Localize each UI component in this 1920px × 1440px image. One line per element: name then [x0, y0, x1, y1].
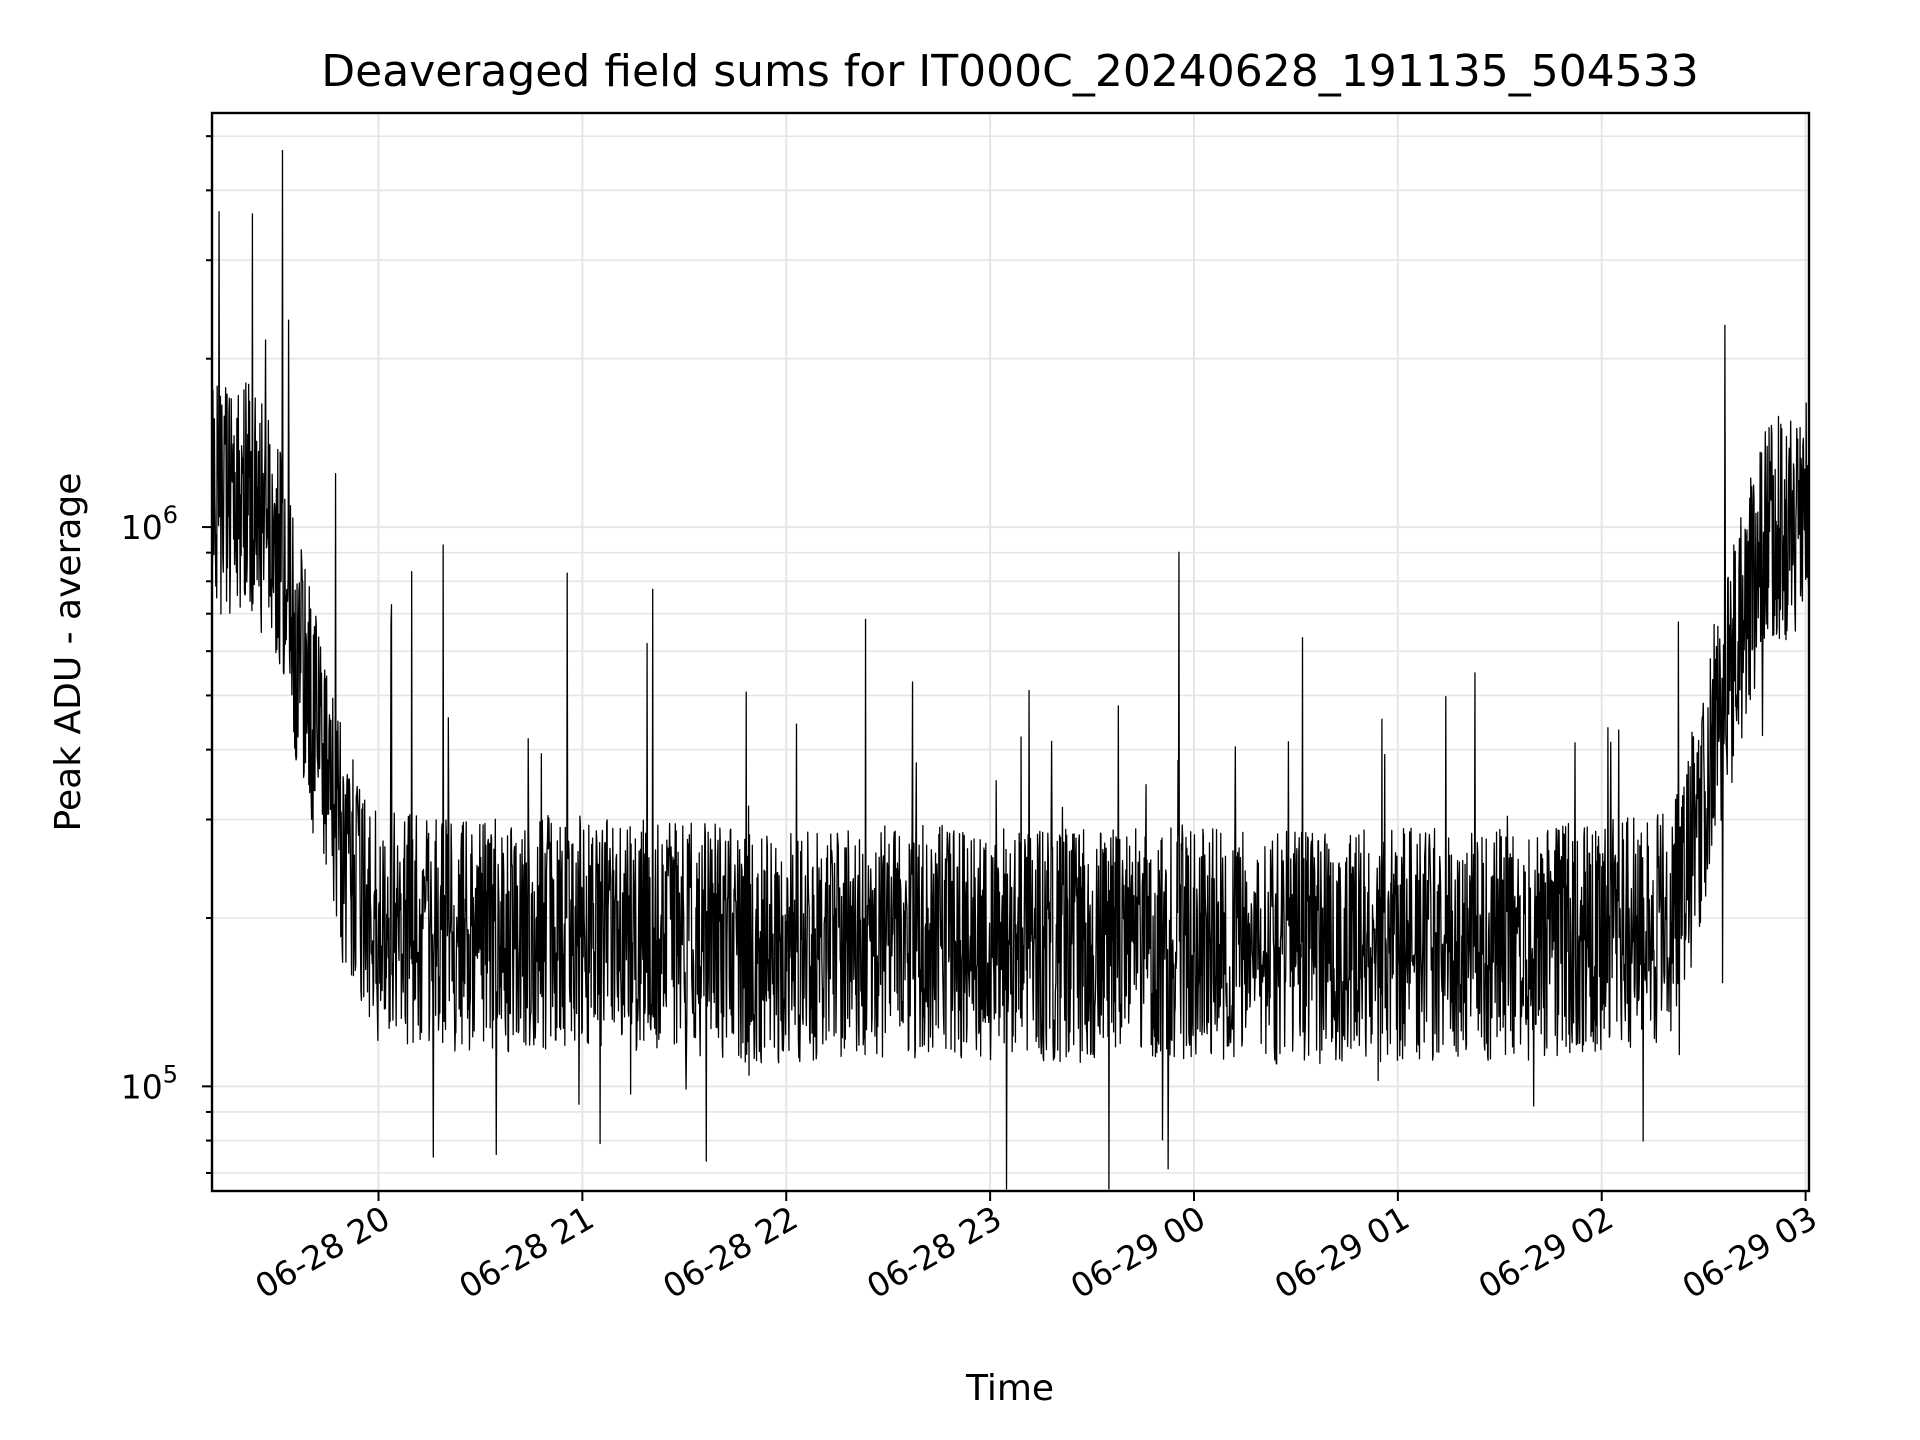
y-axis-label: Peak ADU - average — [48, 473, 89, 832]
x-tick-label: 06-29 00 — [1064, 1198, 1212, 1306]
x-tick-label: 06-28 23 — [860, 1198, 1008, 1306]
y-tick-label: 106 — [121, 501, 178, 547]
x-tick-label: 06-28 22 — [656, 1198, 804, 1306]
series-line — [211, 149, 1810, 1190]
axis-ticks: 06-28 20 06-28 21 06-28 22 06-28 23 06-29 00… — [121, 135, 1824, 1306]
x-tick-label: 06-29 02 — [1472, 1198, 1620, 1306]
x-tick-label: 06-28 20 — [248, 1198, 396, 1306]
x-tick-label: 06-29 01 — [1268, 1198, 1416, 1306]
x-axis-label: Time — [965, 1368, 1054, 1409]
y-tick-label: 105 — [121, 1060, 178, 1106]
x-tick-label: 06-29 03 — [1676, 1198, 1824, 1306]
chart-title: Deaveraged field sums for IT000C_2024062… — [321, 46, 1698, 97]
plot-area — [211, 149, 1810, 1190]
x-tick-label: 06-28 21 — [452, 1198, 600, 1306]
